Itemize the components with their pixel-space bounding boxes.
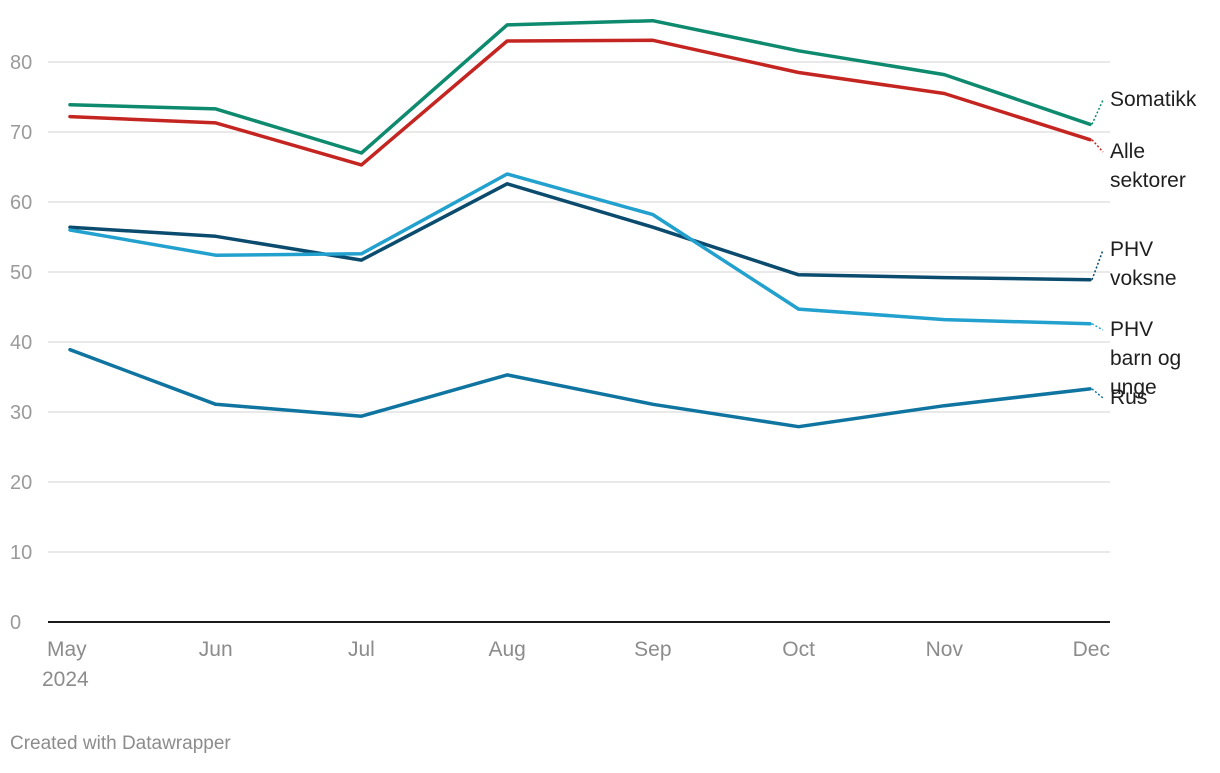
series-line-rus [68,347,1092,429]
x-tick-label: Oct [782,638,815,661]
label-connector [1091,388,1104,399]
x-year-label: 2024 [42,668,89,691]
footer-credit: Created with Datawrapper [10,733,231,754]
series-label-phv-barn-og-unge: barn og [1110,347,1181,370]
x-tick-label: Jun [199,638,233,661]
x-tick-label: Dec [1073,638,1110,661]
x-tick-label: Nov [926,638,964,661]
label-connector [1091,249,1104,280]
y-tick-label: 60 [10,192,32,214]
series-lines [68,18,1104,429]
y-axis-ticks: 0 10 20 30 40 50 60 70 80 [10,52,32,634]
label-connector [1091,139,1104,153]
series-line-phv-barn-og-unge [68,172,1092,326]
series-labels: Somatikk Alle sektorer PHV voksne PHV barn og u… [1110,88,1197,409]
y-tick-label: 80 [10,52,32,74]
series-label-phv-voksne: PHV [1110,238,1153,261]
y-tick-label: 70 [10,122,32,144]
y-tick-label: 30 [10,402,32,424]
series-line-alle-sektorer [68,38,1092,167]
y-tick-label: 10 [10,542,32,564]
series-label-somatikk: Somatikk [1110,88,1197,111]
x-tick-label: Sep [634,638,671,661]
x-axis-ticks: May Jun Jul Aug Sep Oct Nov Dec 2024 [42,638,1110,691]
y-tick-label: 0 [10,612,21,634]
y-tick-label: 20 [10,472,32,494]
x-tick-label: Jul [348,638,375,661]
series-label-rus: Rus [1110,386,1147,409]
label-connector [1091,323,1104,331]
series-label-phv-barn-og-unge: unge [1110,376,1157,399]
y-tick-label: 50 [10,262,32,284]
series-line-phv-voksne [68,182,1092,282]
series-label-alle-sektorer: sektorer [1110,169,1186,192]
label-connector [1091,99,1104,125]
x-tick-label: May [47,638,87,661]
series-label-phv-barn-og-unge: PHV [1110,318,1153,341]
grid-lines [48,61,1110,623]
series-label-alle-sektorer: Alle [1110,140,1145,163]
series-line-somatikk [68,18,1092,155]
series-label-phv-voksne: voksne [1110,267,1177,290]
y-tick-label: 40 [10,332,32,354]
x-tick-label: Aug [488,638,525,661]
